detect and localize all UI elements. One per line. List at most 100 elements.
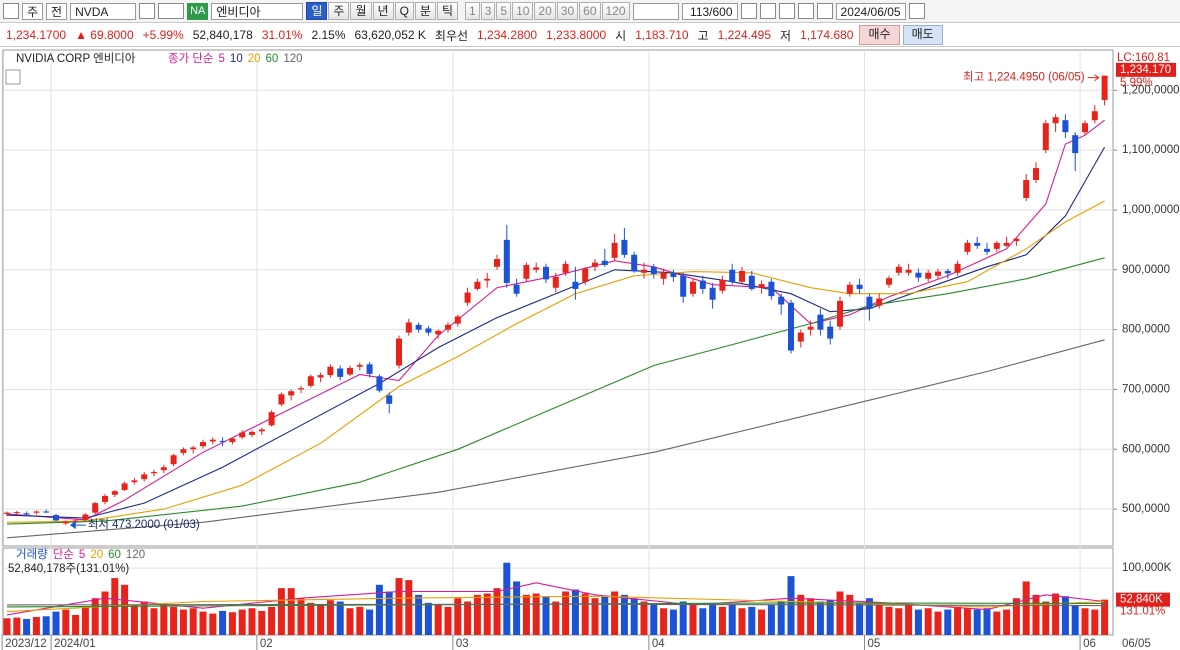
settings-icon[interactable] [816,3,833,19]
candle-body [1091,111,1098,121]
volume-bar [660,608,668,635]
candle-body [454,316,461,324]
ask: 1,234.2800 [477,28,538,42]
interval-button[interactable]: 120 [601,2,630,20]
low-arrow [69,521,76,530]
volume-ratio: 31.01% [261,28,303,42]
volume-bar [797,594,805,635]
volume-bar [140,601,148,635]
candle-body [719,279,726,291]
candle-body [905,269,912,273]
volume-bar [767,604,775,635]
blank-select[interactable] [632,2,679,20]
exchange-badge: NA [187,2,209,20]
candle-body [249,431,255,435]
moving-average-line [6,339,1105,539]
candle-body [748,275,755,289]
period-button[interactable]: 틱 [436,2,458,20]
low-label: 저 [780,28,792,43]
candle-body [641,269,647,273]
candle-body [650,266,657,274]
volume-bar [307,602,315,635]
interval-button[interactable]: 30 [556,2,579,20]
amount: 63,620,052 K [354,28,426,42]
volume-ma-line [6,595,1105,613]
volume-bar [52,611,60,635]
volume-bar [777,601,785,635]
bid: 1,233.8000 [546,28,607,42]
volume-ma-line [6,603,1105,607]
calendar-icon[interactable] [908,3,925,19]
volume-bar [444,606,452,635]
period-button[interactable]: 분 [414,2,436,20]
x-tick-label: 05 [868,638,881,650]
interval-button[interactable]: 3 [480,2,496,20]
date-input[interactable]: 2024/06/05 [835,2,906,20]
volume-bar [699,608,707,635]
interval-button[interactable]: 60 [579,2,601,20]
candle-body [709,287,716,300]
candle-body [278,394,285,405]
volume-bar [758,609,766,635]
tool-icon[interactable] [740,3,757,19]
interval-button[interactable]: 1 [465,2,480,20]
name-input[interactable]: 엔비디아 [211,2,304,20]
volume-bar [591,598,599,635]
volume-bar [875,604,883,635]
candle-body [974,242,981,246]
y-tick-label: 1,000,0000 [1122,204,1180,216]
legend-item: 20 [90,549,103,561]
period-button[interactable]: 일 [306,2,328,20]
view-select[interactable]: 전 [46,2,68,20]
volume-bar [228,612,236,635]
sound-icon[interactable] [158,3,185,19]
sell-button[interactable]: 매도 [902,25,943,45]
candle-body [141,474,148,480]
y-tick-label: 700,0000 [1122,383,1170,395]
count-input[interactable]: 113/600 [681,2,738,20]
period-button[interactable]: Q [394,2,414,20]
interval-button[interactable]: 20 [534,2,556,20]
volume-bar [248,608,256,635]
period-button[interactable]: 년 [372,2,394,20]
volume-bar [954,606,962,635]
period-button[interactable]: 주 [328,2,350,20]
volume-bar [787,576,795,635]
period-button[interactable]: 월 [350,2,372,20]
market-select[interactable]: 주 [22,2,44,20]
candle-body [229,438,236,443]
pane-icon[interactable] [5,69,21,85]
buy-button[interactable]: 매수 [859,25,900,45]
symbol-input[interactable]: NVDA [70,2,137,20]
volume-bar [150,608,158,635]
volume-bar [238,609,246,635]
tool-icon[interactable] [759,3,776,19]
tool-icon[interactable] [778,3,795,19]
last-volume: 52,840K [1120,594,1163,606]
candle-body [474,281,481,289]
search-icon[interactable] [139,3,156,19]
x-tick-label: 02 [260,638,273,650]
interval-button[interactable]: 10 [512,2,534,20]
menu-icon[interactable] [3,3,19,19]
candle-body [611,242,618,258]
volume-bar [895,608,903,635]
quote-bar: 1,234.1700 ▲ 69.8000 +5.99% 52,840,178 3… [0,24,1180,47]
volume-bar [1091,609,1099,635]
candle-body [915,272,922,278]
save-icon[interactable] [797,3,814,19]
candle-body [572,281,579,289]
volume-bar [973,609,981,635]
candle-body [72,520,79,522]
volume-bar [630,598,638,635]
candle-body [690,281,696,294]
candle-body [944,270,951,274]
interval-button[interactable]: 5 [496,2,512,20]
moving-average-line [6,200,1105,523]
candle-body [856,284,863,289]
x-tick-label: 04 [652,638,665,650]
candle-body [239,432,246,438]
volume-bar [101,591,109,635]
y-tick-label: 900,0000 [1122,264,1170,276]
low: 1,174.680 [800,28,854,42]
